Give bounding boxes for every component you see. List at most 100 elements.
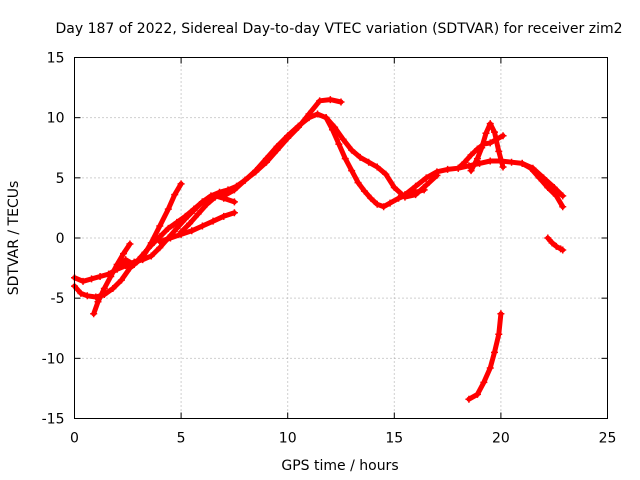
data-point bbox=[117, 276, 125, 284]
data-point bbox=[535, 174, 543, 182]
series-arc-n bbox=[465, 310, 505, 403]
data-point bbox=[186, 220, 194, 228]
x-axis: 0 5 10 15 20 25 bbox=[70, 57, 616, 447]
data-point bbox=[348, 146, 356, 154]
y-tick-label: -15 bbox=[42, 412, 65, 428]
data-point bbox=[156, 222, 164, 230]
data-point bbox=[305, 114, 313, 122]
y-axis-label: SDTVAR / TECUs bbox=[6, 181, 22, 296]
data-point bbox=[335, 140, 343, 148]
data-point bbox=[122, 262, 130, 270]
data-point bbox=[156, 238, 164, 246]
data-point bbox=[173, 218, 181, 226]
series-arc-c bbox=[90, 240, 134, 318]
data-point bbox=[412, 182, 420, 190]
y-axis: -15 -10 -5 0 5 10 15 bbox=[42, 51, 608, 428]
data-point bbox=[486, 120, 494, 128]
data-point bbox=[328, 126, 336, 134]
data-point bbox=[166, 234, 174, 242]
data-point bbox=[164, 224, 172, 232]
x-tick-label: 20 bbox=[492, 431, 510, 447]
data-point bbox=[262, 155, 270, 163]
y-tick-label: 15 bbox=[47, 51, 65, 67]
data-point bbox=[273, 143, 281, 151]
data-point bbox=[322, 114, 330, 122]
data-point bbox=[482, 129, 490, 137]
data-point bbox=[177, 180, 185, 188]
data-point bbox=[107, 273, 115, 281]
data-point bbox=[139, 253, 147, 261]
data-point bbox=[508, 158, 516, 166]
data-point bbox=[341, 155, 349, 163]
data-point bbox=[230, 198, 238, 206]
data-point bbox=[211, 193, 219, 201]
y-tick-label: 5 bbox=[56, 171, 65, 187]
data-point bbox=[126, 264, 134, 272]
data-point bbox=[220, 212, 228, 220]
chart-title: Day 187 of 2022, Sidereal Day-to-day VTE… bbox=[56, 21, 623, 37]
data-point bbox=[147, 252, 155, 260]
series-trace bbox=[519, 160, 566, 210]
data-point bbox=[420, 186, 428, 194]
data-point bbox=[454, 164, 462, 172]
data-point bbox=[220, 192, 228, 200]
data-point bbox=[395, 194, 403, 202]
data-point bbox=[380, 203, 388, 211]
data-point bbox=[171, 191, 179, 199]
data-point bbox=[326, 96, 334, 104]
data-point bbox=[552, 242, 560, 250]
data-point bbox=[190, 205, 198, 213]
x-tick-label: 10 bbox=[279, 431, 297, 447]
data-point bbox=[356, 153, 364, 161]
data-point bbox=[94, 298, 102, 306]
data-point bbox=[422, 181, 430, 189]
data-point bbox=[559, 203, 567, 211]
data-point bbox=[518, 159, 526, 167]
data-point bbox=[550, 183, 558, 191]
data-point bbox=[495, 147, 503, 155]
data-point bbox=[499, 132, 507, 140]
data-point bbox=[337, 98, 345, 106]
data-point bbox=[444, 165, 452, 173]
data-point bbox=[544, 183, 552, 191]
data-point bbox=[147, 239, 155, 247]
data-point bbox=[130, 260, 138, 268]
data-point bbox=[499, 163, 507, 171]
data-point bbox=[473, 390, 481, 398]
data-point bbox=[367, 194, 375, 202]
data-point bbox=[348, 167, 356, 175]
data-point bbox=[465, 395, 473, 403]
data-point bbox=[230, 209, 238, 217]
x-axis-label: GPS time / hours bbox=[281, 458, 398, 474]
data-point bbox=[486, 364, 494, 372]
y-tick-label: -10 bbox=[42, 351, 65, 367]
data-point bbox=[382, 170, 390, 178]
data-point bbox=[412, 188, 420, 196]
data-point bbox=[294, 122, 302, 130]
data-point bbox=[122, 256, 130, 264]
series-trace bbox=[178, 189, 227, 235]
data-point bbox=[422, 174, 430, 182]
y-tick-label: 10 bbox=[47, 111, 65, 127]
x-tick-label: 15 bbox=[385, 431, 403, 447]
data-point bbox=[486, 157, 494, 165]
series-arc-l bbox=[518, 159, 567, 211]
x-tick-label: 5 bbox=[177, 431, 186, 447]
data-point bbox=[473, 155, 481, 163]
y-tick-label: -5 bbox=[51, 291, 65, 307]
series-arc-e bbox=[156, 209, 238, 246]
data-point bbox=[373, 200, 381, 208]
data-point bbox=[486, 139, 494, 147]
data-point bbox=[109, 285, 117, 293]
data-point bbox=[497, 310, 505, 318]
data-point bbox=[354, 179, 362, 187]
data-point bbox=[126, 240, 134, 248]
data-point bbox=[401, 191, 409, 199]
data-point bbox=[173, 224, 181, 232]
data-point bbox=[156, 244, 164, 252]
data-point bbox=[79, 277, 87, 285]
data-point bbox=[461, 158, 469, 166]
data-point bbox=[544, 234, 552, 242]
data-point bbox=[188, 227, 196, 235]
